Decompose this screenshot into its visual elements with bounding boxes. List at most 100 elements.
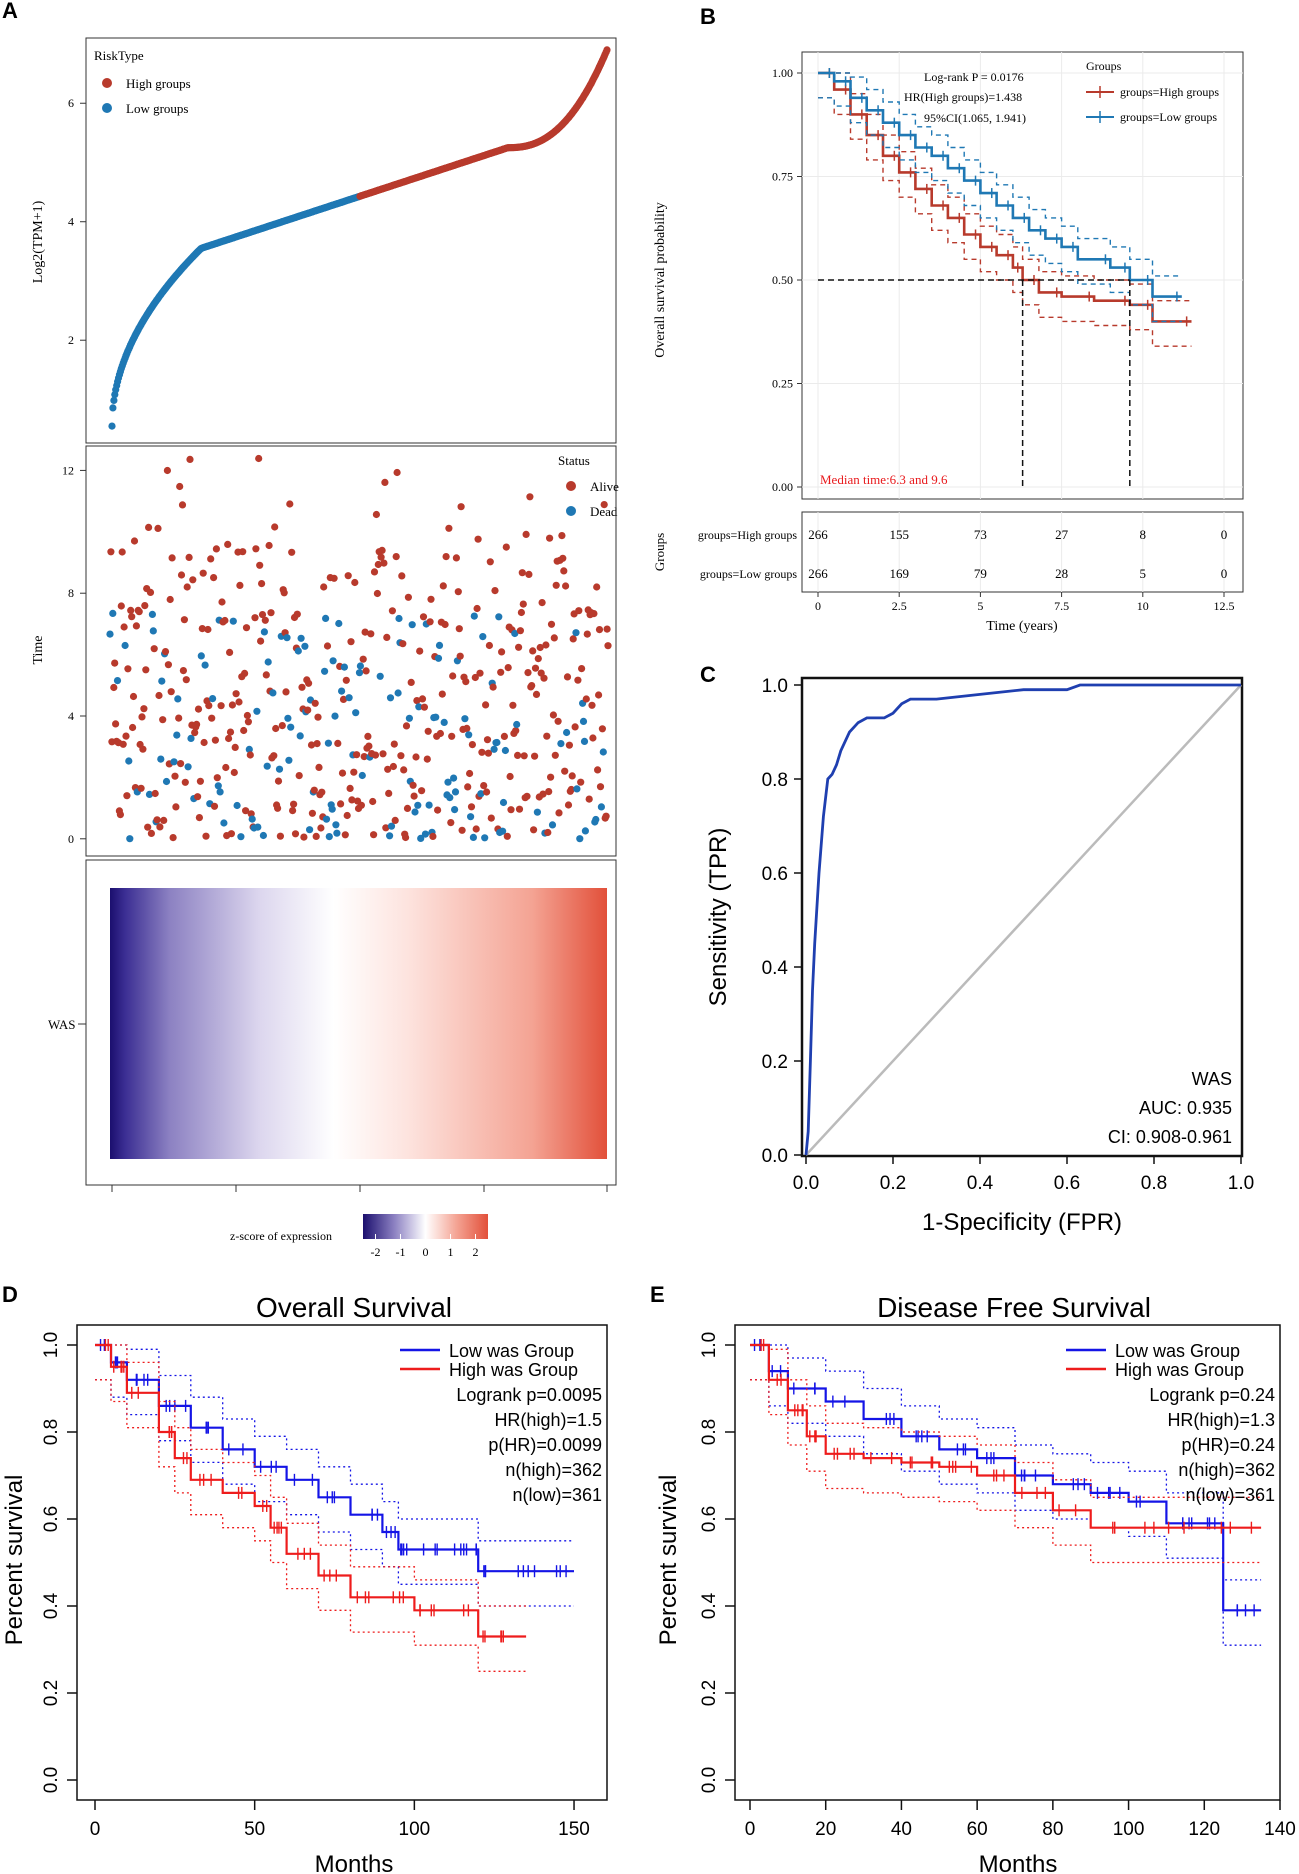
b-risk-count: 5 — [1140, 566, 1147, 581]
a2-point-alive — [116, 811, 124, 819]
a2-point-dead — [269, 689, 277, 697]
a2-point-alive — [512, 727, 520, 735]
a2-point-alive — [463, 724, 471, 733]
a2-point-dead — [446, 794, 454, 802]
b-legend: Groups groups=High groups groups=Low gro… — [1086, 59, 1219, 124]
a2-point-alive — [552, 581, 560, 589]
a2-point-alive — [577, 778, 585, 786]
a2-point-dead — [285, 756, 293, 764]
a2-point-alive — [112, 720, 120, 728]
a2-point-alive — [404, 593, 412, 601]
a2-point-alive — [198, 625, 206, 633]
b-legend-title: Groups — [1086, 59, 1122, 73]
a2-point-alive — [532, 690, 541, 699]
e-ci-lower-low — [750, 1379, 1262, 1646]
a1-point-low — [108, 422, 116, 430]
a2-point-alive — [339, 695, 348, 704]
a2-point-dead — [263, 762, 271, 770]
b-ci: 95%CI(1.065, 1.941) — [924, 111, 1026, 125]
a2-point-alive — [117, 602, 125, 610]
a2-point-alive — [551, 751, 559, 759]
a2-point-dead — [432, 713, 440, 721]
a2-point-alive — [509, 701, 517, 709]
a2-point-alive — [177, 760, 185, 768]
a2-point-alive — [439, 582, 447, 590]
a2-point-alive — [483, 736, 492, 744]
a2-point-alive — [163, 466, 171, 475]
a2-point-alive — [265, 541, 273, 550]
d-curves — [95, 1339, 574, 1672]
a2-point-dead — [417, 834, 425, 843]
panel-c: 0.0 0.2 0.4 0.6 0.8 1.0 0.0 0.2 0.4 0.6 0.8 1.0 Sen… — [705, 676, 1254, 1236]
a2-point-alive — [402, 722, 411, 730]
a2-point-dead — [563, 728, 571, 737]
a2-point-alive — [484, 749, 492, 757]
a2-point-alive — [418, 695, 427, 703]
a2-point-dead — [254, 823, 262, 831]
e-xlabel: Months — [979, 1851, 1058, 1874]
b-legend-high: groups=High groups — [1120, 85, 1219, 99]
a2-point-dead — [340, 663, 348, 671]
a2-point-alive — [403, 804, 412, 813]
a2-point-dead — [325, 833, 333, 841]
a2-point-alive — [487, 814, 495, 822]
a2-point-dead — [467, 813, 475, 821]
a2-point-alive — [531, 664, 540, 672]
a2-point-dead — [248, 815, 256, 823]
heatmap-legend-tick-label: 2 — [473, 1245, 479, 1259]
a2-point-alive — [485, 641, 493, 650]
a2-point-alive — [585, 795, 593, 803]
a2-point-alive — [244, 718, 252, 726]
a2-point-alive — [221, 616, 229, 625]
a2-point-alive — [515, 805, 524, 813]
a2-point-dead — [275, 765, 284, 773]
a2-point-alive — [186, 455, 194, 463]
a2-point-dead — [106, 630, 114, 638]
a2-point-dead — [352, 709, 360, 717]
b-risk-count: 28 — [1055, 566, 1068, 581]
a2-point-dead — [284, 714, 292, 722]
heatmap-legend-title: z-score of expression — [230, 1229, 332, 1243]
a1-ytick-label: 6 — [68, 96, 74, 110]
a2-point-dead — [533, 808, 542, 816]
a2-point-alive — [600, 501, 608, 509]
a2-point-alive — [154, 524, 162, 533]
a2-point-alive — [128, 613, 136, 621]
d-stats: Logrank p=0.0095 HR(high)=1.5 p(HR)=0.00… — [456, 1385, 602, 1505]
a2-point-dead — [296, 732, 304, 740]
c-xlabel: 1-Specificity (FPR) — [922, 1209, 1122, 1236]
a2-point-alive — [402, 833, 410, 842]
e-ytick-label: 0.4 — [699, 1592, 720, 1619]
a2-point-dead — [333, 829, 341, 837]
a2-point-alive — [374, 560, 382, 569]
a2-point-alive — [155, 691, 163, 700]
b-curves — [818, 68, 1192, 487]
a2-point-dead — [306, 826, 314, 834]
a2-point-alive — [504, 664, 512, 672]
a2-point-alive — [120, 623, 128, 631]
a2-point-alive — [598, 725, 607, 733]
a2-point-dead — [387, 822, 396, 830]
a2-point-alive — [124, 665, 132, 673]
c-ylabel: Sensitivity (TPR) — [705, 828, 732, 1007]
e-ci-lower-high — [750, 1379, 1262, 1564]
a2-point-alive — [282, 688, 290, 696]
a2-point-alive — [528, 682, 536, 690]
a2-point-alive — [454, 588, 462, 596]
a2-point-dead — [174, 695, 182, 703]
a2-point-alive — [476, 669, 484, 677]
a2-point-dead — [576, 835, 584, 843]
a2-point-dead — [415, 703, 423, 711]
a2-point-alive — [258, 611, 267, 619]
a2-point-alive — [139, 745, 147, 753]
a2-point-alive — [542, 641, 550, 649]
a2-point-alive — [500, 732, 508, 741]
a2-point-alive — [129, 723, 137, 732]
a2-point-alive — [370, 568, 379, 576]
b-risk-count: 0 — [1221, 527, 1228, 542]
a2-point-dead — [260, 628, 268, 636]
a2-point-alive — [559, 554, 567, 562]
e-ylabel: Percent survival — [655, 1475, 682, 1646]
a2-point-alive — [304, 706, 312, 714]
a2-point-alive — [176, 482, 184, 491]
